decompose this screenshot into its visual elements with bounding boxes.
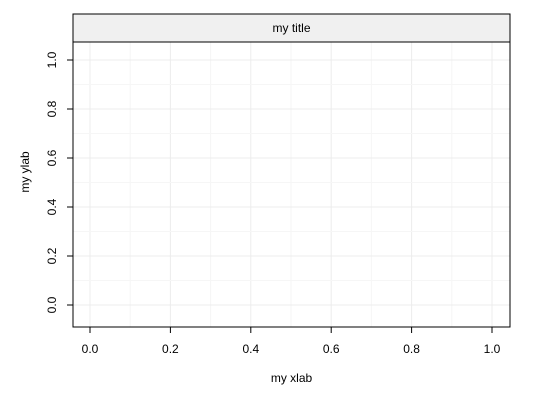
y-tick-label: 0.6 — [45, 149, 59, 166]
x-tick-label: 0.8 — [403, 342, 420, 356]
chart-title: my title — [272, 21, 310, 35]
title-strip — [72, 13, 511, 43]
y-tick-label: 0.4 — [45, 198, 59, 215]
y-tick-label: 0.2 — [45, 247, 59, 264]
y-tick-label: 0.8 — [45, 100, 59, 117]
y-tick-label: 0.0 — [45, 296, 59, 313]
x-axis: 0.0 0.2 0.4 0.6 0.8 1.0 — [82, 327, 501, 356]
x-tick-label: 0.4 — [242, 342, 259, 356]
x-tick-label: 0.2 — [162, 342, 179, 356]
y-axis: 0.0 0.2 0.4 0.6 0.8 1.0 — [45, 51, 73, 313]
grid-horizontal — [73, 59, 510, 306]
x-axis-label: my xlab — [271, 371, 313, 385]
x-tick-label: 0.0 — [82, 342, 99, 356]
x-tick-label: 0.6 — [323, 342, 340, 356]
grid-vertical — [89, 42, 493, 327]
y-tick-label: 1.0 — [45, 51, 59, 68]
y-axis-label: my ylab — [18, 151, 32, 193]
x-tick-label: 1.0 — [484, 342, 501, 356]
